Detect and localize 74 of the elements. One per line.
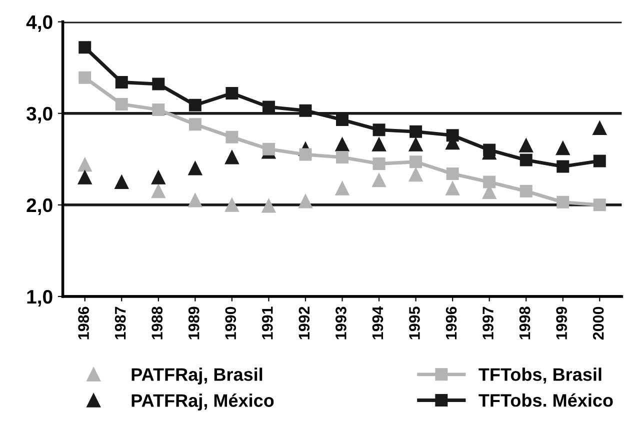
point — [408, 138, 423, 152]
point — [188, 98, 202, 112]
point — [556, 160, 570, 173]
x-tick-label: 1997 — [482, 306, 494, 340]
legend-label: PATFRaj, Brasil — [132, 368, 262, 384]
x-tick-label: 1986 — [78, 306, 89, 340]
point — [188, 193, 202, 208]
y-tick-label: 1,0 — [27, 290, 52, 307]
point — [446, 181, 460, 196]
point — [188, 161, 202, 176]
x-tick-label: 1996 — [446, 306, 457, 340]
point — [336, 151, 349, 164]
point — [78, 170, 92, 184]
point — [151, 170, 166, 184]
x-tick-label: 1988 — [152, 306, 163, 340]
point — [299, 148, 312, 161]
point — [336, 114, 349, 126]
point — [114, 175, 129, 189]
point — [335, 181, 350, 196]
point — [225, 198, 239, 212]
point — [78, 41, 92, 54]
point — [152, 78, 165, 90]
x-tick-label: 1992 — [298, 306, 310, 340]
point — [188, 118, 202, 131]
point — [483, 144, 496, 156]
y-tick-label: 3,0 — [26, 106, 52, 124]
point — [446, 129, 459, 142]
point — [593, 154, 606, 168]
point — [520, 154, 532, 166]
point — [299, 104, 312, 117]
point — [225, 150, 239, 164]
x-tick-label: 2000 — [592, 306, 604, 340]
x-tick-label: 1987 — [114, 306, 126, 340]
point — [115, 76, 128, 88]
point — [592, 121, 607, 135]
y-tick-label: 2,0 — [26, 198, 52, 215]
legend-label: PATFRaj, México — [132, 394, 274, 411]
point — [151, 184, 166, 198]
x-tick-label: 1993 — [336, 306, 346, 340]
x-tick-label: 1998 — [519, 306, 530, 340]
point — [408, 168, 423, 182]
point — [262, 142, 275, 156]
point — [226, 130, 238, 144]
point — [262, 100, 275, 114]
x-tick-label: 1995 — [409, 306, 420, 340]
point — [520, 184, 532, 198]
point — [519, 138, 534, 152]
legend-label: TFTobs. México — [478, 393, 613, 407]
point — [335, 138, 350, 152]
legend-label: TFTobs, Brasil — [478, 368, 602, 384]
point — [78, 71, 92, 84]
point — [372, 138, 386, 152]
y-tick-label: 4,0 — [26, 15, 52, 32]
point — [372, 173, 386, 188]
point — [446, 168, 459, 180]
point — [115, 98, 128, 110]
x-tick-label: 1990 — [225, 306, 236, 340]
point — [372, 157, 386, 170]
point — [556, 196, 570, 208]
point — [372, 124, 386, 136]
point — [556, 141, 570, 156]
point — [593, 198, 606, 212]
point — [410, 156, 422, 168]
point — [410, 125, 422, 138]
x-tick-label: 1994 — [372, 306, 384, 340]
point — [78, 158, 92, 172]
point — [226, 86, 238, 100]
x-tick-label: 1991 — [262, 306, 273, 340]
point — [483, 176, 496, 188]
point — [152, 103, 165, 116]
point — [262, 198, 276, 213]
x-tick-label: 1989 — [188, 306, 200, 340]
x-tick-label: 1999 — [556, 306, 567, 340]
point — [298, 194, 312, 208]
